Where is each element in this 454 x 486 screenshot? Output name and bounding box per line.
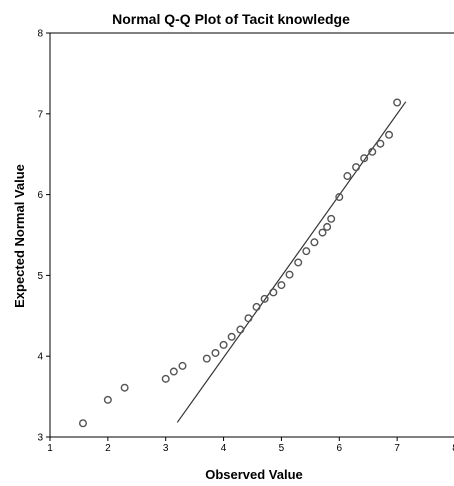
data-point <box>393 98 402 107</box>
data-point <box>368 147 377 156</box>
data-point <box>103 395 112 404</box>
x-tick-label: 3 <box>163 443 169 454</box>
data-point <box>360 154 369 163</box>
data-point <box>385 130 394 139</box>
data-point <box>318 228 327 237</box>
chart-title: Normal Q-Q Plot of Tacit knowledge <box>112 11 350 27</box>
data-point <box>227 332 236 341</box>
y-tick-label: 8 <box>37 29 43 40</box>
y-tick-label: 6 <box>37 190 43 201</box>
data-point <box>285 270 294 279</box>
y-tick-label: 5 <box>37 271 43 282</box>
data-point <box>376 139 385 148</box>
x-tick-label: 1 <box>47 443 53 454</box>
data-point <box>352 163 361 172</box>
data-point <box>277 281 286 290</box>
plot-area: 1 2 3 4 5 6 7 8 3 4 5 6 7 8 <box>37 29 454 454</box>
data-point <box>244 314 253 323</box>
data-point <box>310 238 319 247</box>
x-tick-label: 5 <box>279 443 285 454</box>
data-point <box>323 222 332 231</box>
data-point <box>294 258 303 267</box>
x-tick-label: 2 <box>105 443 111 454</box>
data-point <box>211 348 220 357</box>
data-point <box>302 247 311 256</box>
reference-line <box>176 101 407 423</box>
data-point <box>202 354 211 363</box>
data-point <box>78 419 87 428</box>
data-point <box>327 214 336 223</box>
data-point <box>335 193 344 202</box>
y-tick-label: 4 <box>37 352 43 363</box>
data-point <box>236 325 245 334</box>
data-point <box>169 367 178 376</box>
data-point <box>252 302 261 311</box>
data-point <box>161 374 170 383</box>
data-point <box>343 172 352 181</box>
data-point <box>120 383 129 392</box>
x-tick-label: 6 <box>337 443 343 454</box>
x-tick-label: 7 <box>394 443 400 454</box>
x-tick-label: 8 <box>452 443 454 454</box>
y-tick-label: 3 <box>37 433 43 444</box>
data-point <box>219 340 228 349</box>
data-point <box>178 361 187 370</box>
plot-frame <box>49 32 454 438</box>
x-axis-label: Observed Value <box>205 467 303 482</box>
x-tick-label: 4 <box>221 443 227 454</box>
y-axis-label: Expected Normal Value <box>12 164 27 308</box>
y-tick-label: 7 <box>37 109 43 120</box>
data-point <box>269 288 278 297</box>
data-point <box>260 294 269 303</box>
